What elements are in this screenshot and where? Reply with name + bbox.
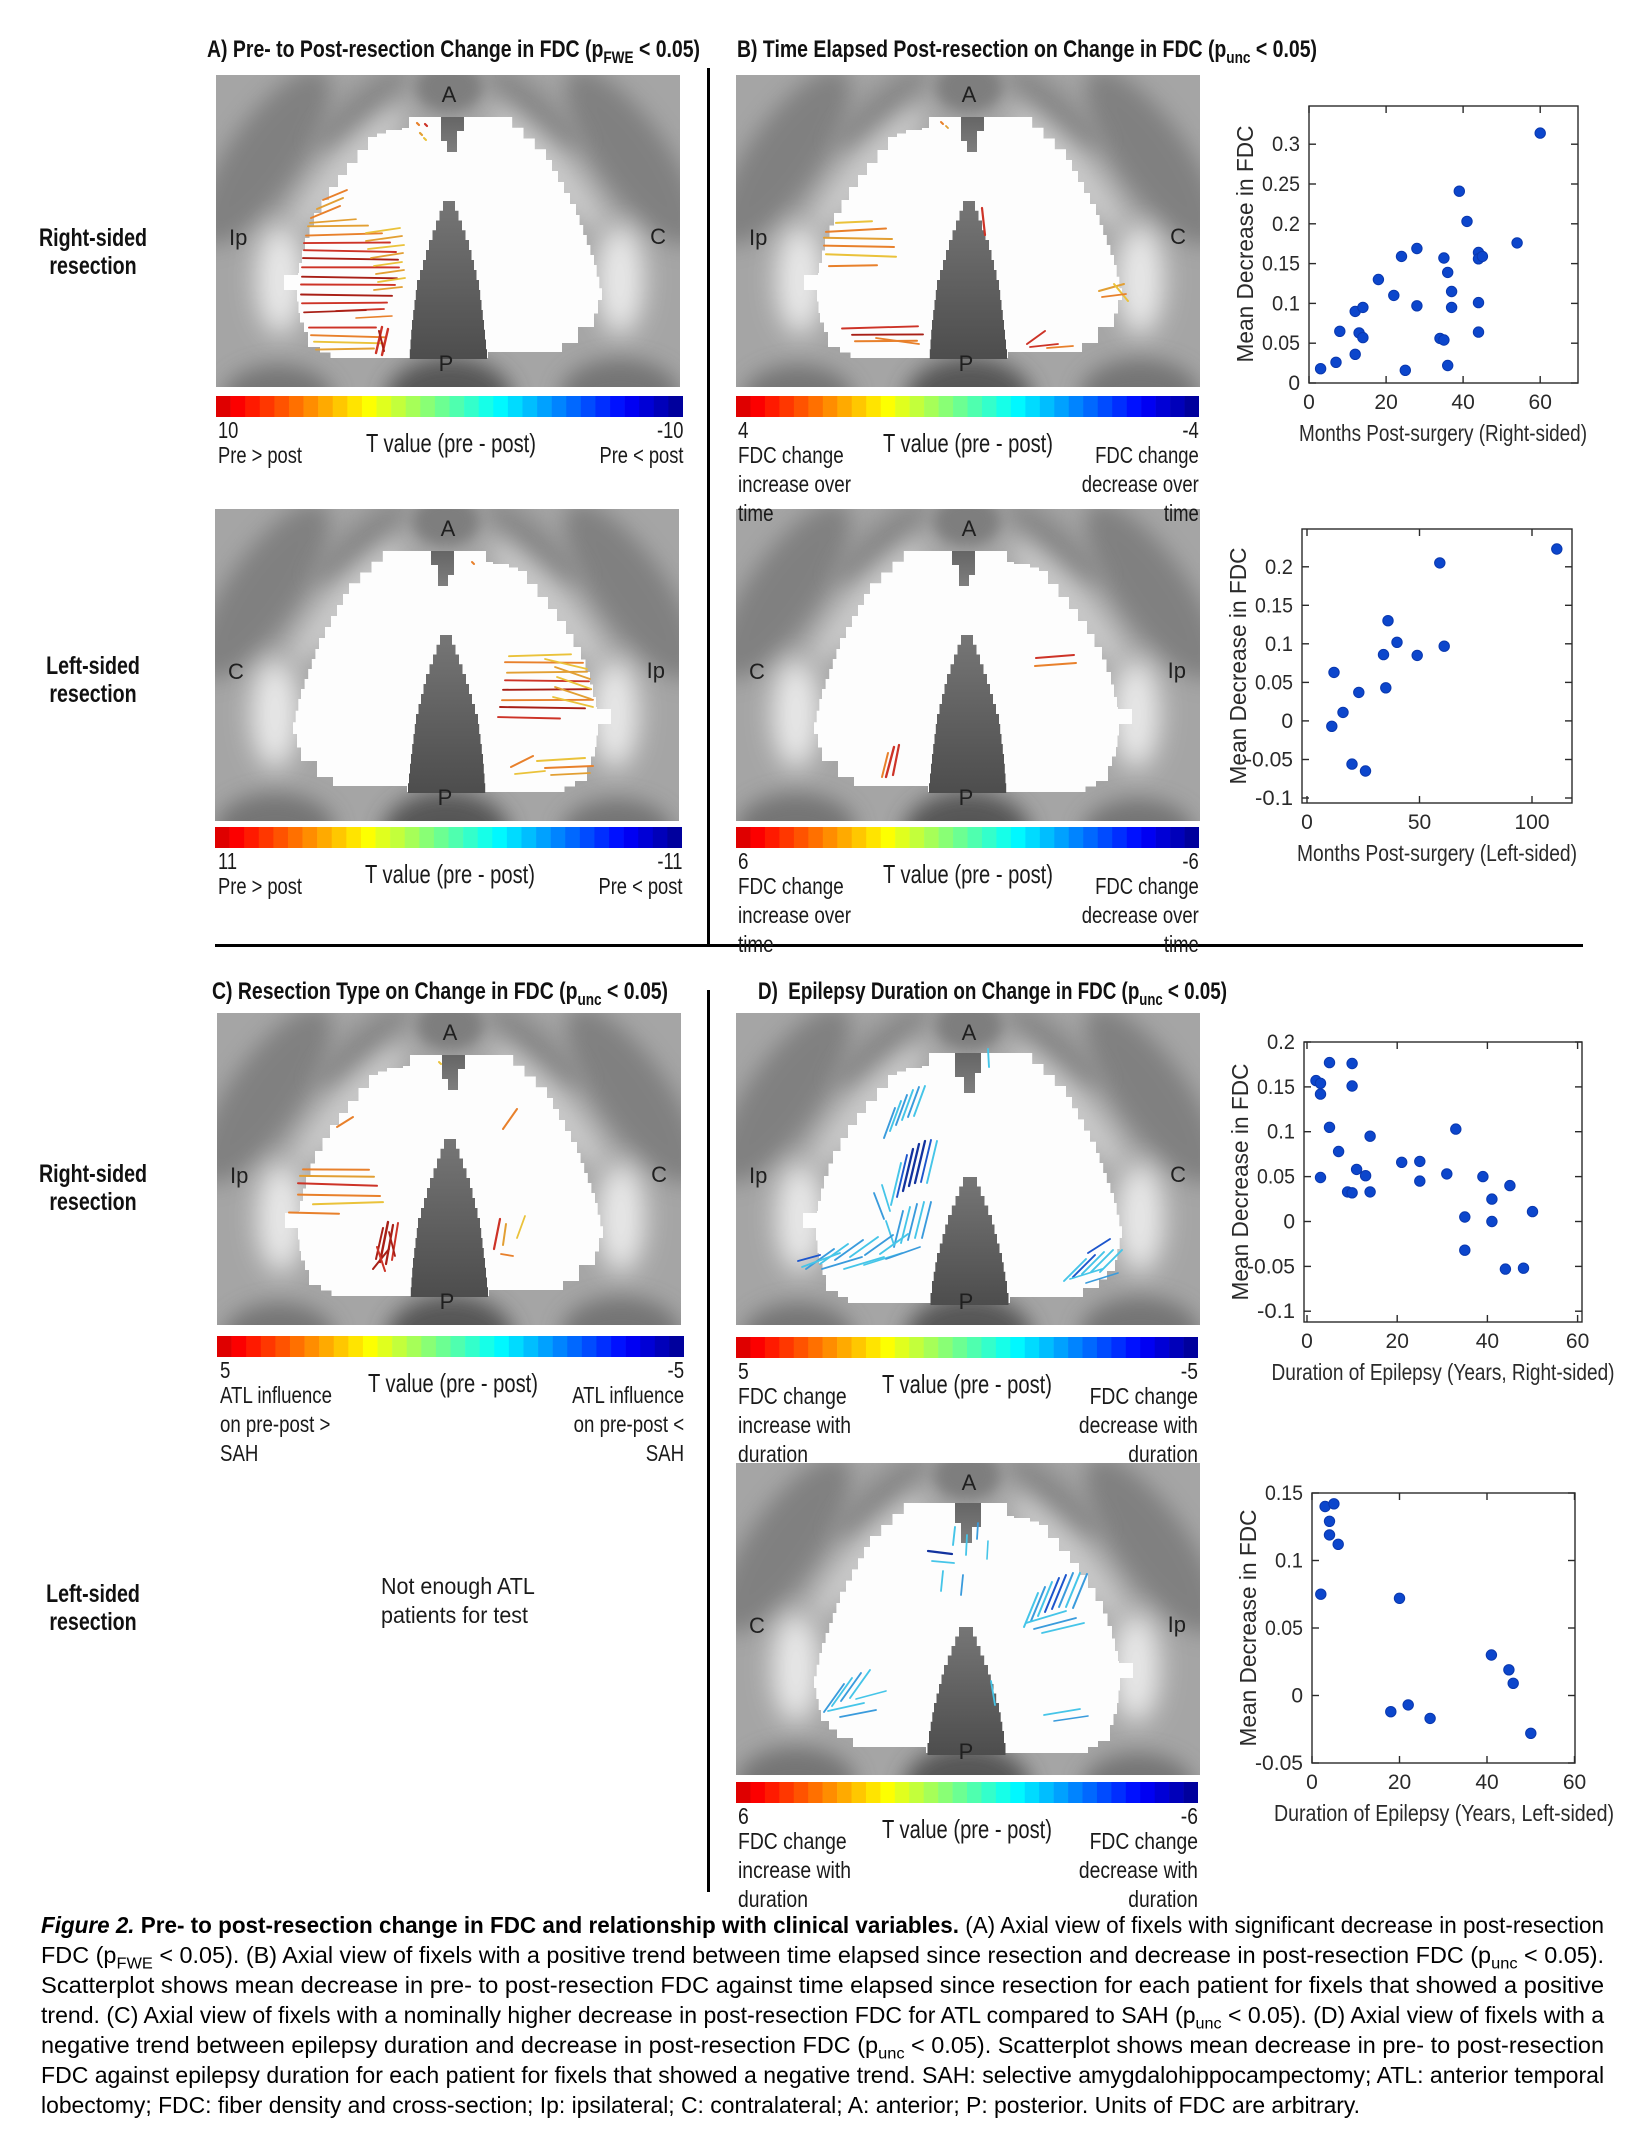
svg-text:Ip: Ip (230, 1163, 248, 1188)
svg-text:0.15: 0.15 (1262, 253, 1300, 276)
svg-text:P: P (439, 351, 454, 376)
svg-text:A: A (962, 1470, 977, 1495)
svg-text:0.05: 0.05 (1255, 671, 1293, 694)
svg-text:0.05: 0.05 (1265, 1617, 1303, 1640)
svg-text:0: 0 (1306, 1771, 1318, 1794)
svg-text:0.15: 0.15 (1257, 1076, 1295, 1099)
svg-text:0: 0 (1283, 1211, 1295, 1234)
svg-text:C: C (228, 659, 244, 684)
svg-text:A: A (962, 82, 977, 107)
svg-text:Mean Decrease in FDC: Mean Decrease in FDC (1232, 126, 1258, 363)
svg-text:Ip: Ip (749, 225, 767, 250)
svg-text:60: 60 (1563, 1771, 1586, 1794)
svg-text:0.25: 0.25 (1262, 173, 1300, 196)
svg-text:20: 20 (1374, 391, 1397, 414)
svg-text:0.1: 0.1 (1267, 1121, 1295, 1144)
svg-text:Ip: Ip (229, 225, 247, 250)
svg-text:0.2: 0.2 (1267, 1032, 1295, 1054)
svg-text:Months Post-surgery (Right-sid: Months Post-surgery (Right-sided) (1299, 420, 1587, 446)
svg-text:0.2: 0.2 (1272, 213, 1300, 236)
svg-text:Mean Decrease in FDC: Mean Decrease in FDC (1227, 1064, 1253, 1301)
svg-text:C: C (1170, 224, 1186, 249)
svg-text:0.3: 0.3 (1272, 133, 1300, 156)
svg-text:Mean Decrease in FDC: Mean Decrease in FDC (1225, 548, 1251, 785)
svg-text:P: P (959, 1289, 974, 1314)
svg-text:Mean Decrease in FDC: Mean Decrease in FDC (1235, 1510, 1261, 1747)
svg-text:-0.1: -0.1 (1255, 787, 1293, 810)
svg-text:P: P (440, 1289, 455, 1314)
svg-text:0.1: 0.1 (1265, 633, 1293, 656)
svg-text:20: 20 (1386, 1330, 1409, 1353)
svg-text:P: P (959, 785, 974, 810)
svg-text:-0.05: -0.05 (1255, 1752, 1303, 1775)
svg-text:-0.05: -0.05 (1245, 749, 1293, 772)
svg-text:0.1: 0.1 (1272, 292, 1300, 315)
svg-text:P: P (959, 1739, 974, 1764)
svg-text:60: 60 (1529, 391, 1552, 414)
svg-text:C: C (651, 1162, 667, 1187)
svg-text:0: 0 (1301, 1330, 1313, 1353)
svg-text:100: 100 (1514, 811, 1549, 834)
svg-text:0: 0 (1301, 811, 1313, 834)
svg-text:Ip: Ip (1168, 1612, 1186, 1637)
svg-text:C: C (749, 1613, 765, 1638)
svg-text:0.2: 0.2 (1265, 556, 1293, 579)
svg-text:-0.05: -0.05 (1247, 1255, 1295, 1278)
svg-text:A: A (441, 516, 456, 541)
svg-text:Ip: Ip (749, 1163, 767, 1188)
svg-text:A: A (443, 1020, 458, 1045)
svg-text:Ip: Ip (1168, 658, 1186, 683)
svg-text:C: C (1170, 1162, 1186, 1187)
svg-text:40: 40 (1475, 1771, 1498, 1794)
svg-text:40: 40 (1451, 391, 1474, 414)
svg-text:0: 0 (1288, 372, 1300, 395)
svg-text:Ip: Ip (647, 658, 665, 683)
svg-text:0: 0 (1281, 710, 1293, 733)
svg-text:A: A (962, 516, 977, 541)
svg-text:-0.1: -0.1 (1257, 1300, 1295, 1323)
svg-text:0.05: 0.05 (1257, 1166, 1295, 1189)
svg-text:0.05: 0.05 (1262, 332, 1300, 355)
svg-text:C: C (650, 224, 666, 249)
svg-text:P: P (959, 351, 974, 376)
svg-text:0.15: 0.15 (1265, 1483, 1303, 1505)
svg-text:50: 50 (1408, 811, 1431, 834)
svg-text:60: 60 (1566, 1330, 1589, 1353)
svg-text:Months Post-surgery (Left-side: Months Post-surgery (Left-sided) (1297, 840, 1577, 866)
svg-text:0: 0 (1291, 1685, 1303, 1708)
svg-text:0.15: 0.15 (1255, 594, 1293, 617)
svg-text:C: C (749, 659, 765, 684)
svg-text:A: A (962, 1020, 977, 1045)
svg-text:Duration of Epilepsy (Years, L: Duration of Epilepsy (Years, Left-sided) (1274, 1800, 1614, 1826)
svg-text:Duration of Epilepsy (Years, R: Duration of Epilepsy (Years, Right-sided… (1272, 1359, 1615, 1385)
svg-text:40: 40 (1476, 1330, 1499, 1353)
svg-text:0.1: 0.1 (1275, 1550, 1303, 1573)
svg-text:P: P (438, 785, 453, 810)
svg-text:0: 0 (1303, 391, 1315, 414)
svg-text:20: 20 (1388, 1771, 1411, 1794)
svg-text:A: A (442, 82, 457, 107)
